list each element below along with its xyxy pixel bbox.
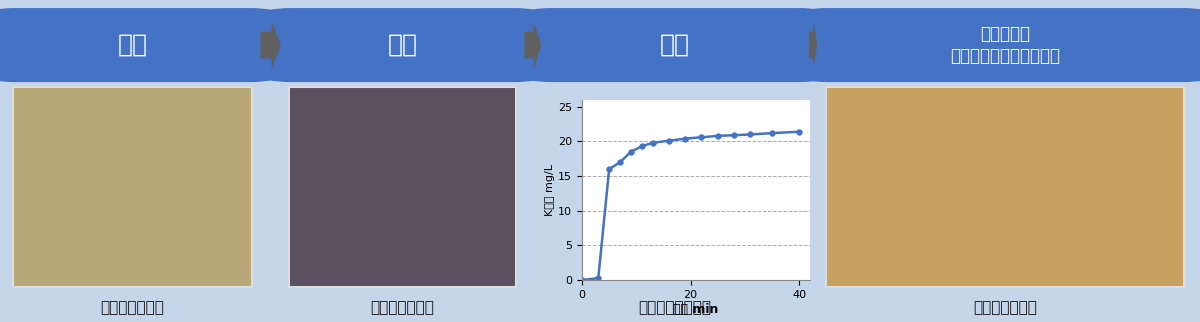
Text: 溶出装置の一部: 溶出装置の一部 — [371, 300, 434, 316]
Text: 脱水: 脱水 — [660, 33, 690, 57]
FancyBboxPatch shape — [0, 8, 280, 82]
FancyBboxPatch shape — [522, 8, 828, 82]
Text: カリウム溶出特性: カリウム溶出特性 — [638, 300, 712, 316]
FancyBboxPatch shape — [262, 8, 544, 82]
Text: ペレット化
（乾燥、ペレット製造）: ペレット化 （乾燥、ペレット製造） — [950, 25, 1060, 65]
FancyBboxPatch shape — [826, 87, 1184, 287]
FancyBboxPatch shape — [13, 87, 252, 287]
Text: バイオマス燃料: バイオマス燃料 — [973, 300, 1037, 316]
Polygon shape — [524, 21, 541, 69]
Text: 粉砕: 粉砕 — [118, 33, 148, 57]
FancyBboxPatch shape — [798, 8, 1200, 82]
Polygon shape — [260, 21, 281, 69]
Text: 微粒化された竹: 微粒化された竹 — [101, 300, 164, 316]
X-axis label: 時間 min: 時間 min — [673, 303, 719, 316]
Polygon shape — [809, 21, 817, 69]
Text: 溶出: 溶出 — [388, 33, 418, 57]
FancyBboxPatch shape — [289, 87, 516, 287]
Y-axis label: K濃度 mg/L: K濃度 mg/L — [545, 164, 556, 216]
